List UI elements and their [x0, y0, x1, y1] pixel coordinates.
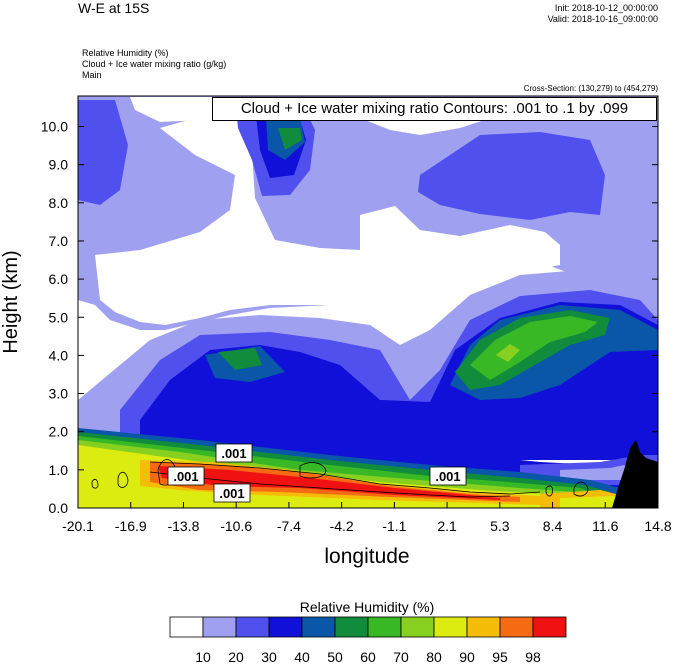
y-tick-label: 2.0 — [49, 424, 69, 440]
cross-section-label: Cross-Section: (130,279) to (454,279) — [523, 84, 658, 93]
terrain — [612, 440, 658, 508]
colorbar-label: 95 — [492, 649, 508, 665]
field-label-main: Main — [82, 70, 102, 80]
colorbar-swatch — [169, 616, 204, 638]
contour-line — [299, 462, 327, 479]
y-tick-label: 3.0 — [49, 386, 69, 402]
x-tick-label: -20.1 — [62, 518, 94, 534]
x-tick-label: -10.6 — [220, 518, 252, 534]
x-tick-label: -13.8 — [167, 518, 199, 534]
contour-label: .001 — [173, 469, 198, 484]
contour-line — [149, 461, 541, 495]
colorbar-swatch — [367, 616, 402, 638]
colorbar: 10 20 30 40 50 60 70 80 90 95 98 — [169, 616, 567, 665]
y-tick-label: 9.0 — [49, 157, 69, 173]
rh-band-30-upper-left — [78, 100, 128, 205]
x-tick-label: -4.2 — [330, 518, 354, 534]
colorbar-label: 40 — [294, 649, 310, 665]
colorbar-title: Relative Humidity (%) — [300, 599, 435, 615]
colorbar-label: 30 — [261, 649, 277, 665]
x-tick-label: -7.4 — [277, 518, 301, 534]
contour-line — [545, 485, 553, 497]
colorbar-label: 10 — [195, 649, 211, 665]
y-tick-label: 1.0 — [49, 462, 69, 478]
y-axis-label: Height (km) — [0, 250, 22, 353]
x-tick-label: -1.1 — [382, 518, 406, 534]
y-tick-label: 10.0 — [41, 119, 68, 135]
rh-band-70-mid-right — [470, 316, 598, 380]
x-tick-label: -16.9 — [115, 518, 147, 534]
y-tick-label: 4.0 — [49, 347, 69, 363]
valid-time: Valid: 2018-10-16_09:00:00 — [547, 14, 658, 24]
contour-line — [573, 481, 589, 497]
rh-band-98-bl-red — [158, 466, 500, 500]
colorbar-label: 70 — [393, 649, 409, 665]
x-tick-label: 8.4 — [543, 518, 563, 534]
y-tick-label: 0.0 — [49, 500, 69, 516]
rh-band-30-upper-right — [418, 132, 605, 220]
x-axis: -20.1 -16.9 -13.8 -10.6 -7.4 -4.2 -1.1 2.1 5.3 8.… — [62, 502, 672, 534]
x-tick-label: 14.8 — [644, 518, 671, 534]
colorbar-label: 50 — [327, 649, 343, 665]
contour-line — [117, 471, 129, 488]
contour-line — [149, 471, 511, 498]
colorbar-swatch — [268, 616, 303, 638]
rh-band-10-topleft — [130, 97, 232, 122]
rh-band-90-bl-right — [560, 496, 620, 508]
contour-label-box — [213, 483, 251, 503]
rh-band-60-upper-mid — [278, 128, 302, 150]
contour-label-box — [215, 443, 253, 463]
field-label-rh: Relative Humidity (%) — [82, 48, 169, 58]
y-axis: 0.0 1.0 2.0 3.0 4.0 5.0 6.0 7.0 8.0 9.0 10.0 — [41, 119, 658, 516]
plot-frame — [77, 95, 659, 509]
colorbar-label: 98 — [525, 649, 541, 665]
x-tick-label: 5.3 — [490, 518, 510, 534]
contour-label: .001 — [435, 469, 460, 484]
colorbar-label: 60 — [360, 649, 376, 665]
x-axis-label: longitude — [324, 545, 409, 568]
colorbar-swatch — [466, 616, 501, 638]
y-tick-label: 8.0 — [49, 195, 69, 211]
colorbar-swatch — [334, 616, 369, 638]
contour-line — [91, 479, 99, 489]
y-tick-label: 7.0 — [49, 233, 69, 249]
colorbar-label: 20 — [228, 649, 244, 665]
contour-label: .001 — [221, 446, 246, 461]
rh-band-10-pocket — [95, 118, 560, 360]
contour-label-box — [429, 466, 467, 486]
plot-title: W-E at 15S — [78, 0, 150, 16]
colorbar-swatch — [400, 616, 435, 638]
colorbar-swatch — [532, 616, 567, 638]
x-tick-label: 2.1 — [437, 518, 457, 534]
colorbar-swatch — [433, 616, 468, 638]
cloud-contours — [91, 459, 589, 498]
contour-label-box — [167, 466, 205, 486]
y-tick-label: 5.0 — [49, 309, 69, 325]
colorbar-label: 90 — [459, 649, 475, 665]
contour-info-box: Cloud + Ice water mixing ratio Contours:… — [212, 97, 657, 121]
rh-field — [78, 96, 658, 508]
y-tick-label: 6.0 — [49, 271, 69, 287]
colorbar-swatch — [235, 616, 270, 638]
field-label-cloud: Cloud + Ice water mixing ratio (g/kg) — [82, 59, 227, 69]
x-tick-label: 11.6 — [592, 518, 618, 534]
colorbar-swatch — [499, 616, 534, 638]
colorbar-swatch — [301, 616, 336, 638]
colorbar-swatch — [202, 616, 237, 638]
rh-band-60-mid-left — [218, 348, 262, 370]
contour-labels: .001 .001 .001 .001 — [167, 443, 467, 503]
contour-label: .001 — [219, 486, 244, 501]
init-time: Init: 2018-10-12_00:00:00 — [554, 3, 658, 13]
colorbar-label: 80 — [426, 649, 442, 665]
rh-band-80-mid-right — [496, 344, 520, 362]
